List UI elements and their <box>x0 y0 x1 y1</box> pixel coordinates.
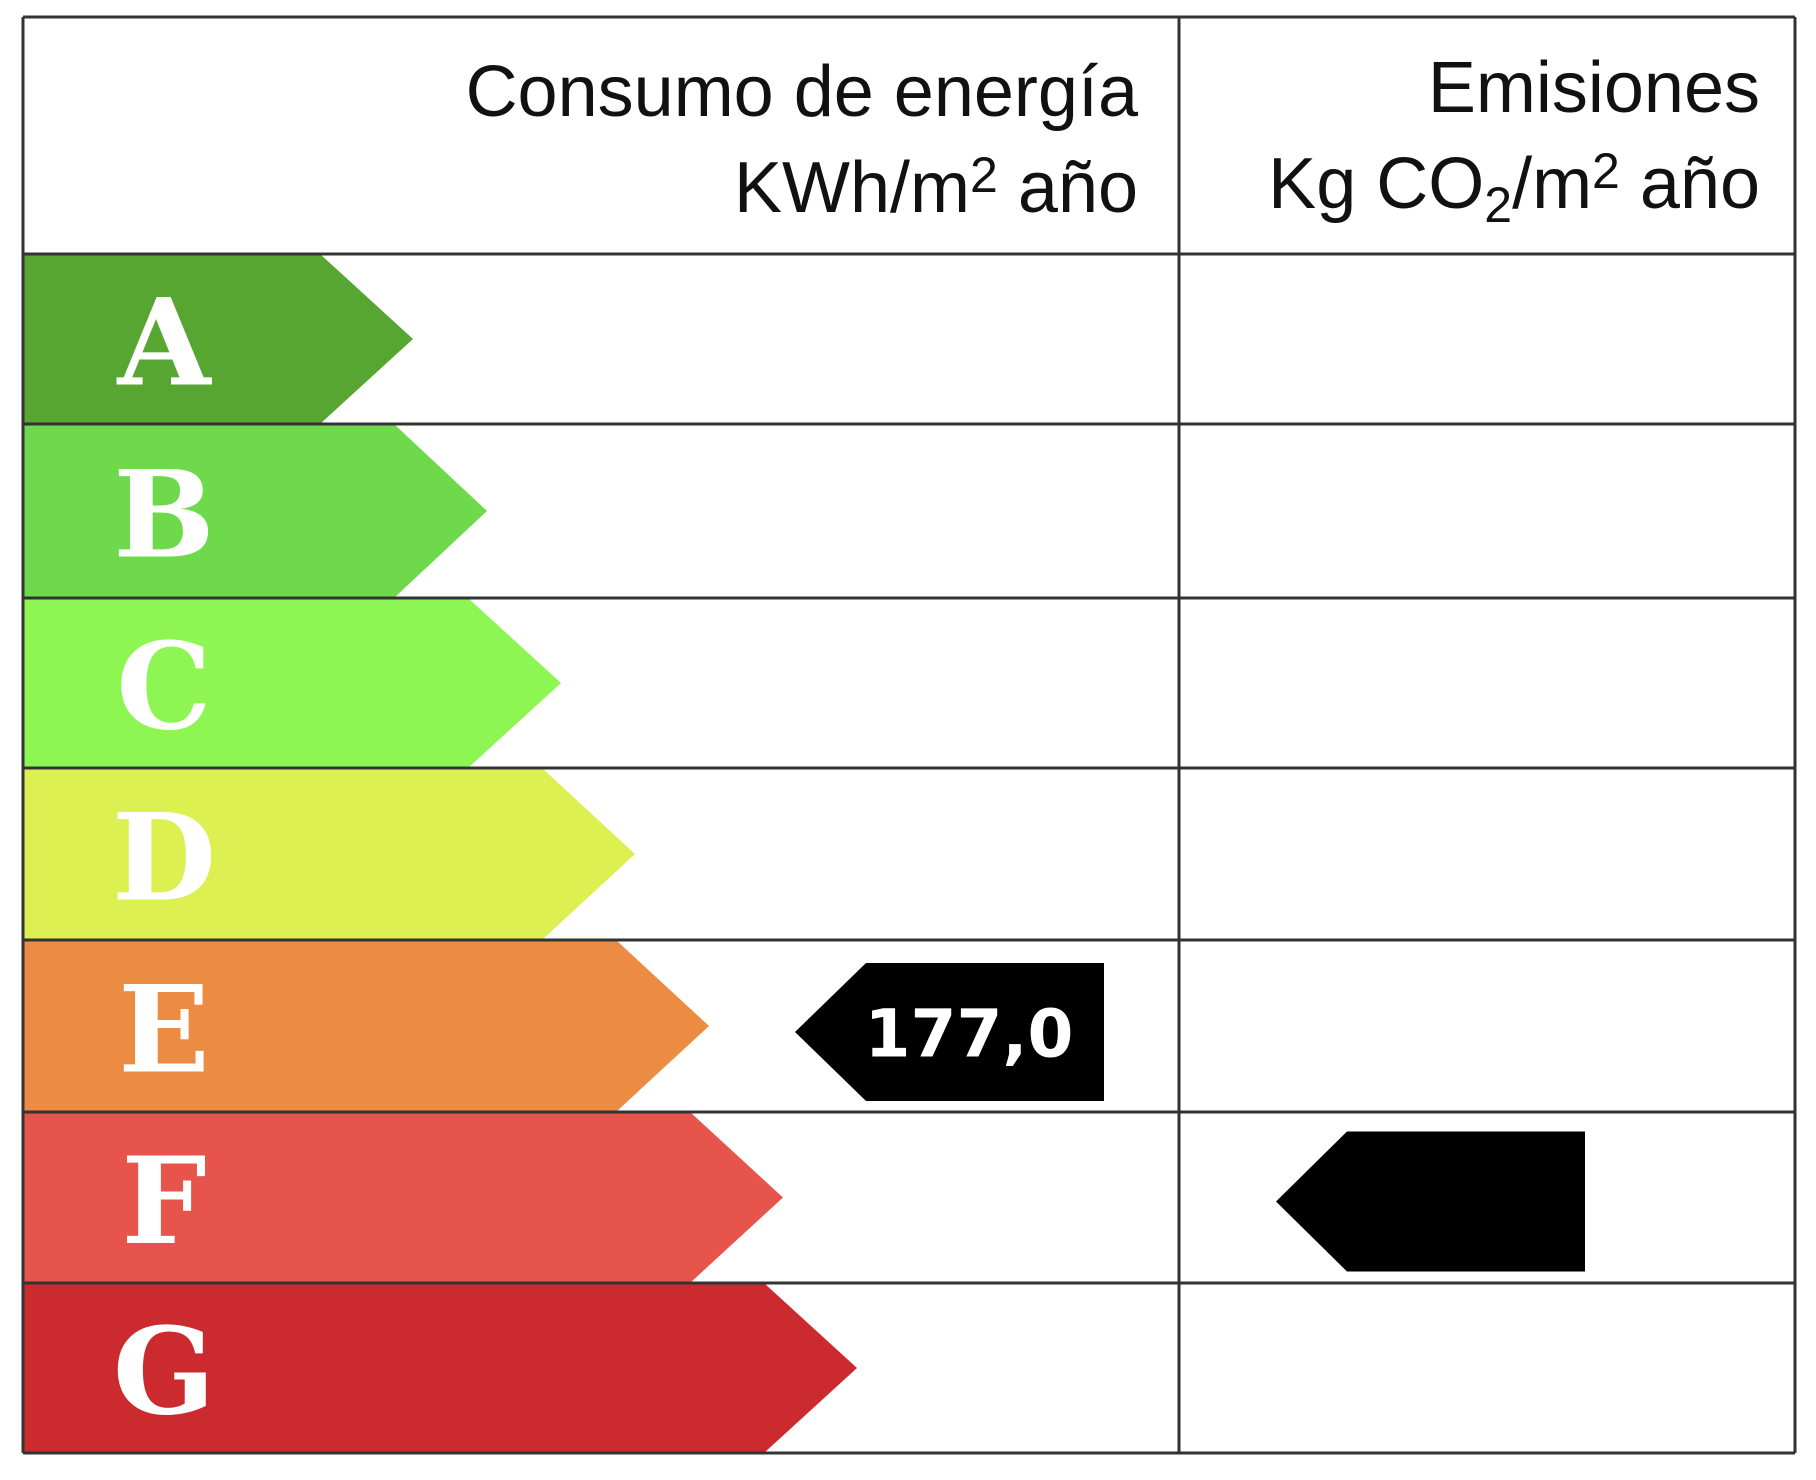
consumption-unit: KWh/m2 año <box>734 147 1138 228</box>
grade-arrow <box>23 254 413 424</box>
unit-part: /m <box>1512 144 1592 224</box>
consumption-value: 177,0 <box>865 996 1074 1073</box>
grade-letter: D <box>112 788 216 929</box>
unit-part: KWh/m <box>734 148 970 228</box>
grade-arrow <box>23 424 487 598</box>
unit-part: Kg CO <box>1268 144 1484 224</box>
consumption-title: Consumo de energía <box>466 52 1139 132</box>
grade-arrow <box>23 768 635 940</box>
emissions-title: Emisiones <box>1428 48 1760 128</box>
grade-arrow <box>23 598 561 768</box>
grade-arrow <box>23 1112 783 1283</box>
unit-part: año <box>1620 144 1760 224</box>
unit-part: año <box>998 148 1138 228</box>
grade-letter: G <box>113 1302 215 1443</box>
emissions-unit: Kg CO2/m2 año <box>1268 143 1760 233</box>
grade-arrow <box>23 1283 857 1453</box>
grade-letter: F <box>121 1131 206 1272</box>
grade-letter: A <box>116 273 212 414</box>
grade-letter: C <box>116 617 212 758</box>
grade-letter: E <box>118 960 209 1101</box>
grade-letter: B <box>113 445 214 586</box>
unit-sup: 2 <box>970 147 998 203</box>
consumption-marker <box>795 963 1104 1101</box>
unit-sup: 2 <box>1592 143 1620 199</box>
emissions-marker <box>1276 1131 1585 1272</box>
unit-sub: 2 <box>1484 177 1512 233</box>
grade-arrow <box>23 940 709 1112</box>
